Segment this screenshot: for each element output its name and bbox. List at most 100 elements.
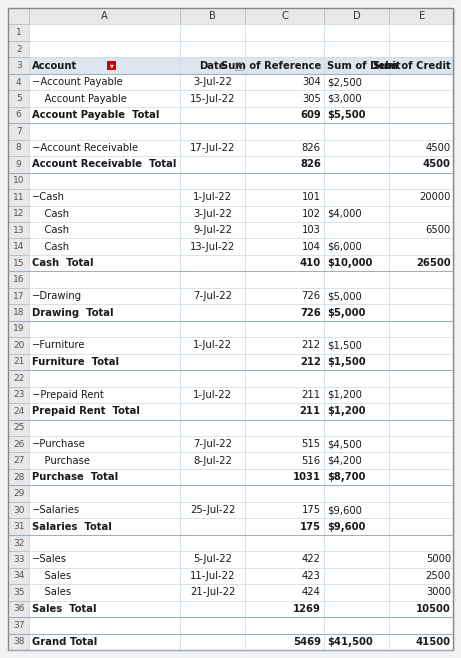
- Bar: [8, 222, 30, 238]
- Bar: [324, 519, 390, 535]
- Bar: [8, 519, 30, 535]
- Text: 17-Jul-22: 17-Jul-22: [190, 143, 235, 153]
- Bar: [180, 535, 245, 551]
- Text: 28: 28: [13, 472, 24, 482]
- Bar: [30, 617, 180, 634]
- Bar: [245, 172, 324, 189]
- Bar: [30, 271, 180, 288]
- Bar: [390, 41, 454, 57]
- Bar: [390, 123, 454, 139]
- Bar: [245, 634, 324, 650]
- Text: 1269: 1269: [293, 604, 321, 614]
- Text: Account Payable: Account Payable: [32, 93, 127, 103]
- Bar: [180, 634, 245, 650]
- Bar: [30, 8, 180, 24]
- Bar: [30, 486, 180, 502]
- Bar: [324, 238, 390, 255]
- Text: Cash: Cash: [32, 225, 70, 235]
- Text: 516: 516: [301, 456, 321, 466]
- Bar: [180, 568, 245, 584]
- Bar: [390, 436, 454, 453]
- Bar: [390, 370, 454, 387]
- Bar: [107, 61, 116, 70]
- Bar: [30, 370, 180, 387]
- Bar: [8, 74, 30, 90]
- Bar: [8, 420, 30, 436]
- Text: $1,500: $1,500: [327, 340, 362, 351]
- Text: 26500: 26500: [416, 258, 451, 268]
- Bar: [180, 370, 245, 387]
- Text: 1: 1: [16, 28, 22, 38]
- Text: 212: 212: [300, 357, 321, 367]
- Text: 1-Jul-22: 1-Jul-22: [193, 192, 232, 202]
- Text: −Purchase: −Purchase: [32, 440, 86, 449]
- Bar: [8, 320, 30, 338]
- Bar: [324, 551, 390, 568]
- Bar: [30, 354, 180, 370]
- Text: $1,500: $1,500: [327, 357, 366, 367]
- Bar: [324, 205, 390, 222]
- Text: 609: 609: [300, 110, 321, 120]
- Text: Sum of Debit: Sum of Debit: [327, 61, 401, 70]
- Bar: [324, 271, 390, 288]
- Bar: [30, 41, 180, 57]
- Text: 6: 6: [16, 111, 22, 120]
- Bar: [30, 156, 180, 172]
- Bar: [324, 436, 390, 453]
- Bar: [324, 502, 390, 519]
- Bar: [324, 617, 390, 634]
- Bar: [180, 320, 245, 338]
- Bar: [180, 584, 245, 601]
- Text: 11: 11: [13, 193, 24, 202]
- Bar: [390, 205, 454, 222]
- Text: 8: 8: [16, 143, 22, 153]
- Bar: [180, 205, 245, 222]
- Text: 10500: 10500: [416, 604, 451, 614]
- Bar: [245, 320, 324, 338]
- Text: 726: 726: [301, 291, 321, 301]
- Bar: [30, 469, 180, 486]
- Bar: [8, 189, 30, 205]
- Bar: [245, 519, 324, 535]
- Text: −Drawing: −Drawing: [32, 291, 83, 301]
- Text: Furniture  Total: Furniture Total: [32, 357, 119, 367]
- Text: 22: 22: [13, 374, 24, 383]
- Text: 10: 10: [13, 176, 24, 186]
- Text: 9-Jul-22: 9-Jul-22: [193, 225, 232, 235]
- Bar: [390, 189, 454, 205]
- Bar: [30, 338, 180, 354]
- Bar: [30, 304, 180, 320]
- Text: $5,000: $5,000: [327, 307, 365, 318]
- Bar: [245, 568, 324, 584]
- Bar: [390, 74, 454, 90]
- Text: Cash: Cash: [32, 209, 70, 218]
- Text: 2500: 2500: [426, 571, 451, 581]
- Bar: [324, 288, 390, 304]
- Bar: [8, 24, 30, 41]
- Bar: [30, 222, 180, 238]
- Bar: [390, 617, 454, 634]
- Bar: [324, 338, 390, 354]
- Bar: [8, 486, 30, 502]
- Bar: [245, 338, 324, 354]
- Text: 24: 24: [13, 407, 24, 416]
- Text: 25-Jul-22: 25-Jul-22: [190, 505, 235, 515]
- Text: Sales: Sales: [32, 588, 71, 597]
- Text: 211: 211: [300, 406, 321, 417]
- Bar: [324, 601, 390, 617]
- Bar: [245, 57, 324, 74]
- Text: 35: 35: [13, 588, 24, 597]
- Text: 15-Jul-22: 15-Jul-22: [190, 93, 235, 103]
- Bar: [245, 123, 324, 139]
- Bar: [180, 90, 245, 107]
- Text: Cash  Total: Cash Total: [32, 258, 94, 268]
- Bar: [30, 24, 180, 41]
- Bar: [324, 107, 390, 123]
- Bar: [236, 62, 243, 70]
- Text: −Furniture: −Furniture: [32, 340, 86, 351]
- Text: 25: 25: [13, 423, 24, 432]
- Bar: [180, 238, 245, 255]
- Bar: [390, 156, 454, 172]
- Text: −Sales: −Sales: [32, 555, 67, 565]
- Text: 13-Jul-22: 13-Jul-22: [190, 241, 235, 252]
